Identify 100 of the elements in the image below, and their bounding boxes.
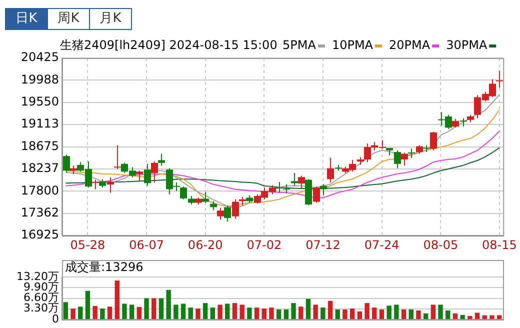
bar (122, 304, 127, 319)
bar (423, 313, 428, 319)
bar (430, 304, 436, 319)
bar (63, 302, 68, 319)
chart-title: 成交量:13296 (65, 260, 144, 274)
bar (70, 308, 76, 319)
bar (438, 304, 443, 319)
bar (202, 303, 208, 319)
bar (306, 298, 311, 319)
bar (298, 306, 304, 319)
bar (129, 304, 134, 319)
y-tick-label: 17362 (20, 206, 59, 220)
candlestick (408, 148, 415, 159)
bar (372, 308, 377, 319)
bar (174, 304, 178, 319)
candlestick (217, 207, 224, 220)
x-tick-label: 05-28 (70, 238, 106, 252)
candlestick (224, 205, 231, 222)
bar (100, 308, 105, 319)
bar (180, 304, 186, 319)
chart-title: 生猪2409[lh2409] 2024-08-15 15:00 (60, 38, 278, 52)
bar (262, 308, 266, 319)
bar (350, 308, 355, 319)
candlestick (327, 157, 334, 183)
bar (78, 306, 83, 319)
x-tick-label: 06-20 (188, 238, 223, 252)
x-tick-label: 08-15 (482, 238, 517, 252)
y-tick-label: 20425 (20, 50, 59, 64)
bar (240, 304, 244, 319)
bar (225, 304, 230, 319)
bar (460, 314, 465, 319)
y-tick-label: 16925 (20, 228, 59, 242)
x-tick-label: 07-02 (246, 238, 282, 252)
bar (328, 300, 333, 319)
legend-label: 30PMA (446, 38, 488, 52)
bar (218, 304, 222, 319)
candlestick (107, 176, 114, 194)
y-tick-label: 13.20万 (16, 270, 59, 283)
bar (357, 311, 362, 319)
bar (468, 316, 472, 319)
candlestick (63, 154, 70, 173)
bar (446, 310, 450, 319)
x-tick-label: 07-24 (364, 238, 400, 252)
candlestick (291, 172, 298, 186)
bar (144, 298, 149, 319)
bar (152, 298, 156, 319)
bar (210, 308, 216, 319)
bar (284, 310, 289, 319)
legend-label: 5PMA (282, 38, 317, 52)
bar (320, 308, 326, 319)
bar (394, 304, 399, 319)
candlestick (401, 152, 408, 166)
y-tick-label: 0 (52, 312, 59, 326)
bar (386, 306, 392, 319)
bar (232, 303, 238, 319)
candlestick (151, 161, 158, 183)
bar (254, 308, 260, 319)
bar (313, 304, 318, 319)
candlestick (320, 184, 327, 196)
bar (269, 308, 274, 319)
candlestick (394, 150, 401, 169)
bar (188, 308, 193, 319)
text: 日K (5, 8, 48, 30)
bar (114, 280, 120, 319)
bar (401, 310, 406, 319)
bar (496, 315, 502, 319)
candlestick (232, 198, 239, 220)
bar (490, 315, 494, 319)
x-tick-label: 06-07 (129, 238, 164, 252)
bar (291, 303, 296, 319)
y-tick-label: 6.60万 (24, 291, 59, 304)
y-tick-label: 9.90万 (24, 280, 59, 294)
candlestick (180, 186, 187, 200)
y-tick-label: 18237 (20, 161, 59, 176)
candlestick (283, 184, 290, 194)
bar (92, 306, 98, 319)
candlestick (158, 153, 165, 166)
text: 周K (47, 8, 90, 30)
bar (474, 312, 480, 319)
candlestick (496, 70, 503, 88)
bar (166, 290, 171, 319)
bar (247, 308, 252, 319)
y-tick-label: 18675 (20, 138, 59, 153)
text: 月K (89, 8, 132, 30)
y-tick-label: 19988 (20, 72, 59, 86)
candlestick (298, 175, 305, 190)
bar (335, 310, 340, 319)
bar (342, 310, 348, 319)
legend-label: 10PMA (332, 38, 374, 52)
bar (416, 310, 421, 319)
candlestick (202, 191, 209, 204)
bar (158, 298, 164, 319)
candlestick (430, 131, 437, 151)
y-tick-label: 17800 (20, 183, 59, 198)
bar (364, 303, 370, 319)
candlestick (136, 170, 143, 182)
bar (276, 310, 282, 319)
bar (379, 310, 384, 319)
candlestick (144, 163, 151, 186)
bar (136, 306, 142, 319)
